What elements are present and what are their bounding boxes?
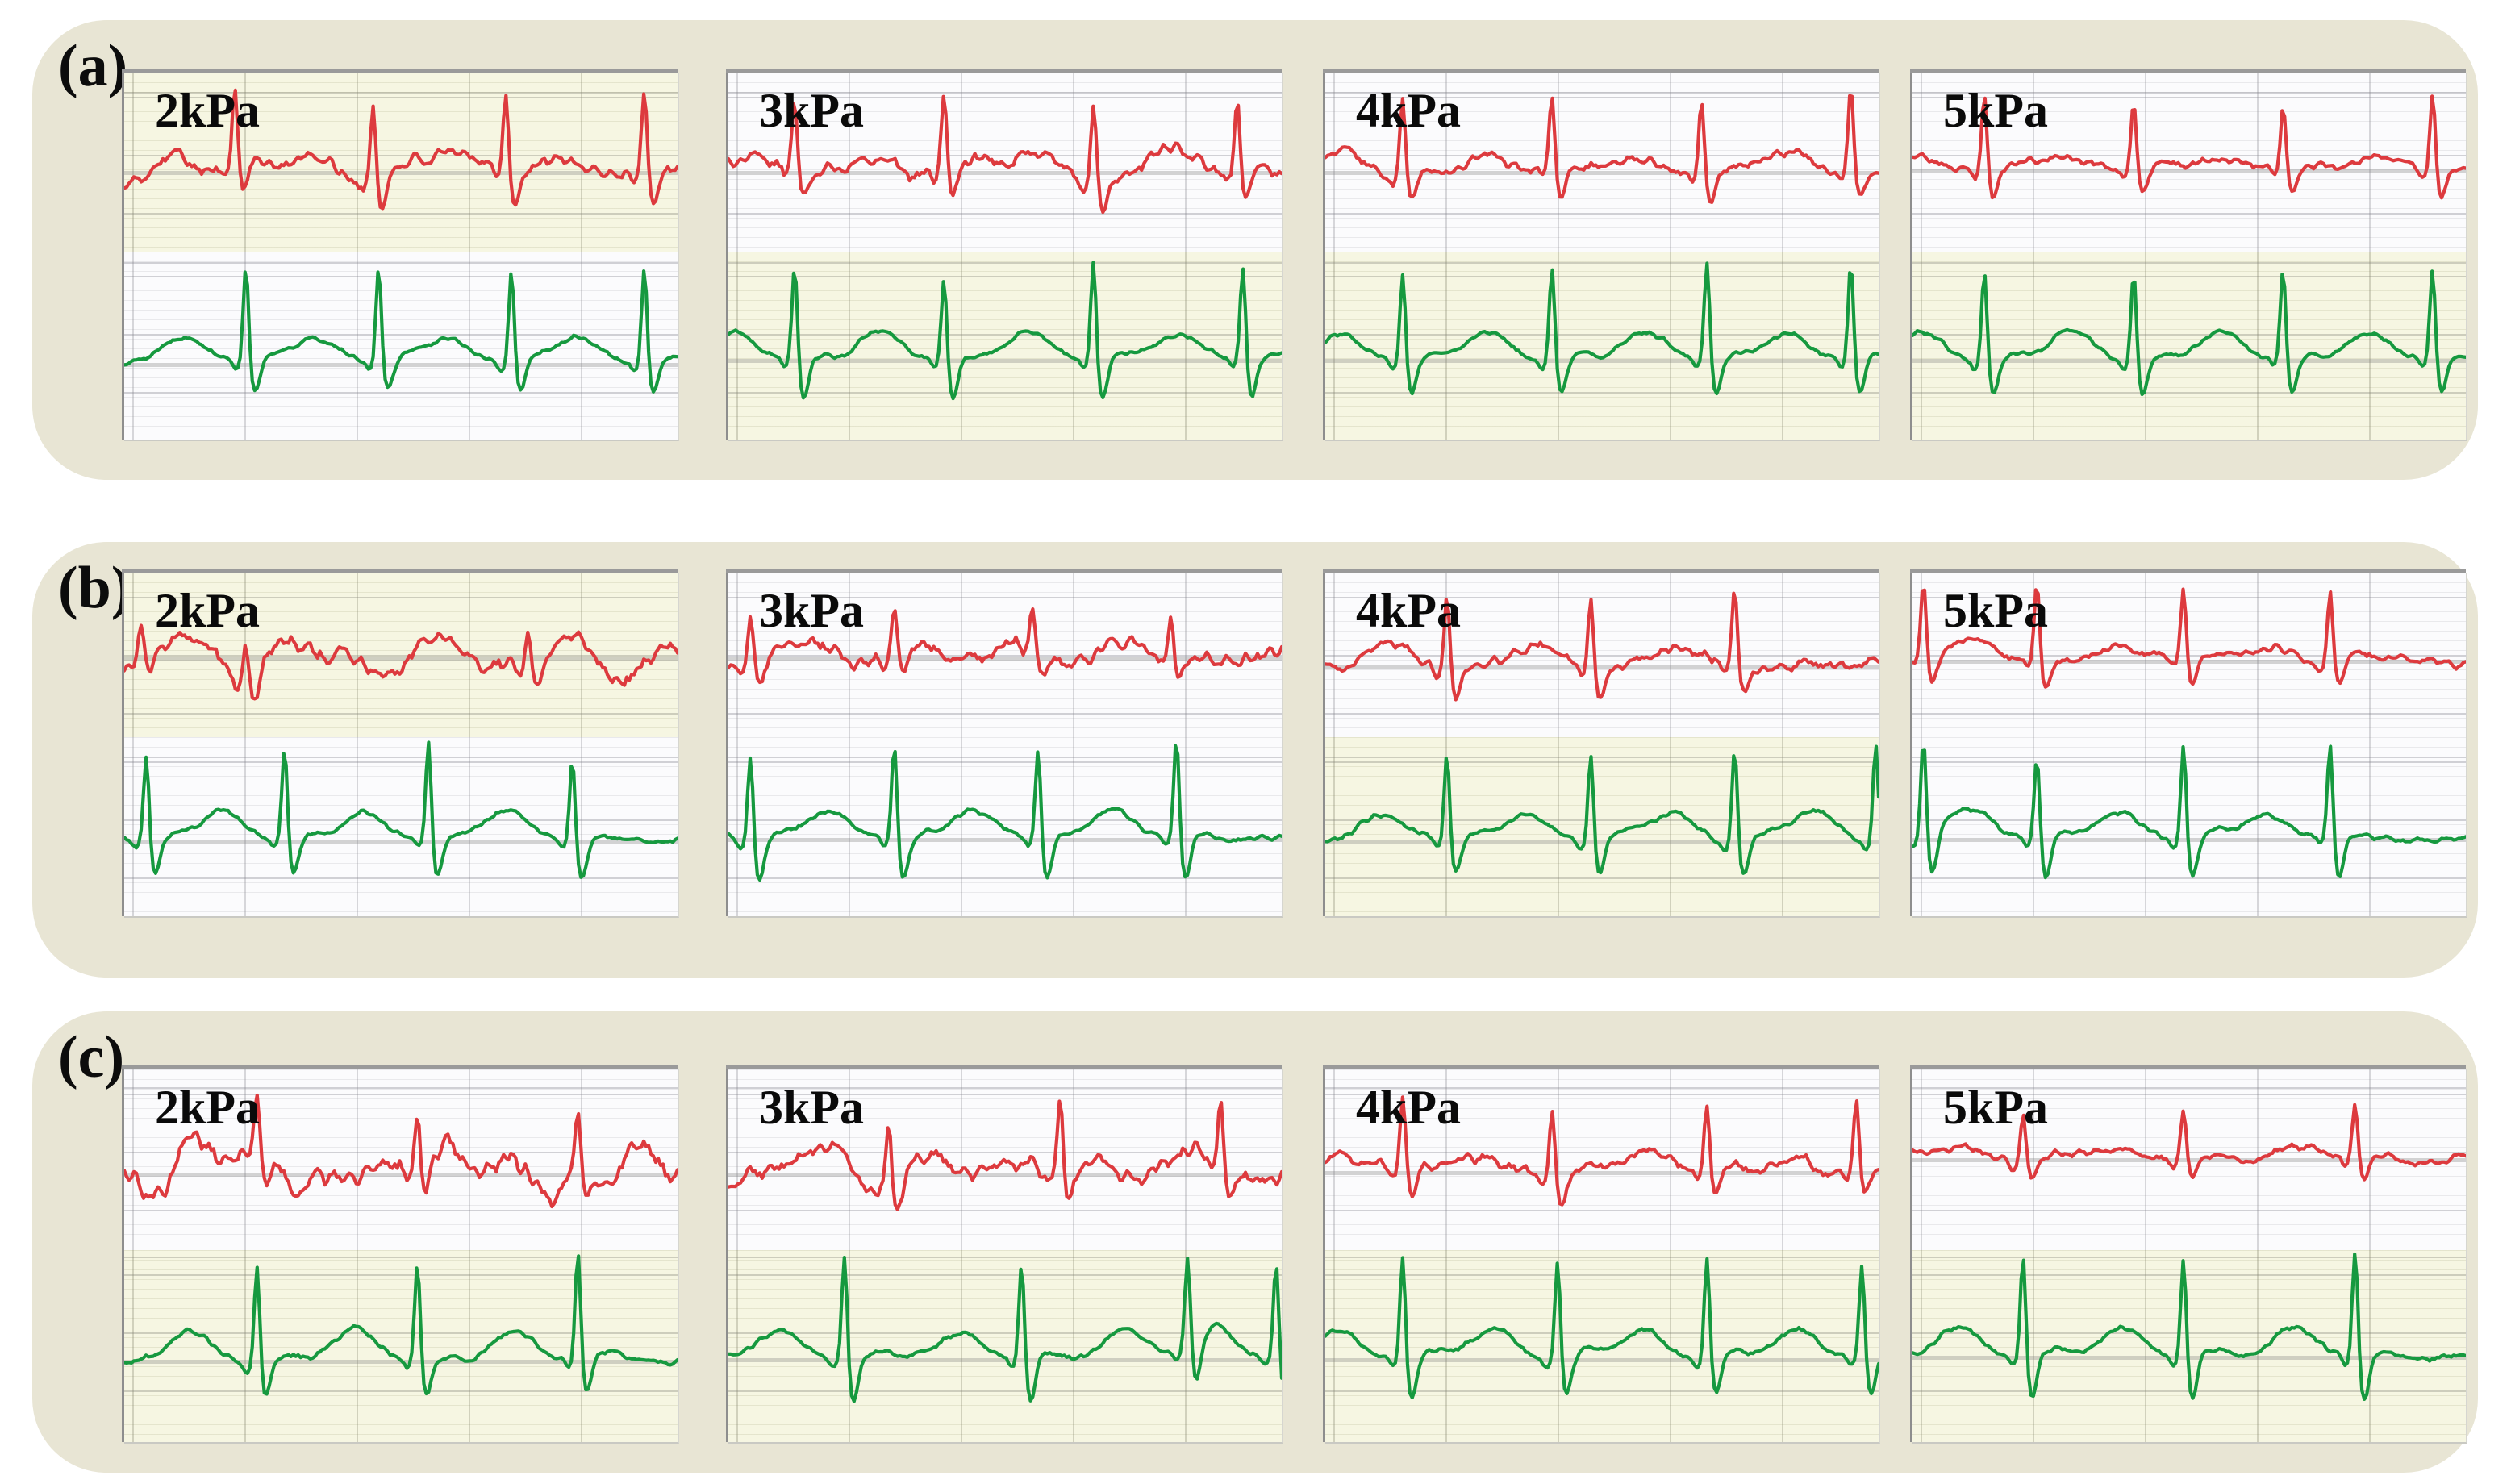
red-trace-chart: 2kPa <box>124 73 679 252</box>
row-label-b: (b) <box>58 555 131 621</box>
ecg-trace-red <box>728 607 1282 685</box>
pressure-panel-5kpa: 5kPa <box>1910 1065 2467 1444</box>
green-trace-chart <box>124 252 679 441</box>
baseline-gridline <box>728 359 1282 363</box>
red-trace-chart: 5kPa <box>1912 73 2467 252</box>
red-trace-chart: 4kPa <box>1325 573 1880 737</box>
pressure-panel-3kpa: 3kPa <box>726 1065 1283 1444</box>
red-trace-chart: 5kPa <box>1912 573 2467 737</box>
baseline-gridline <box>124 171 678 175</box>
ecg-trace-red <box>124 1093 678 1209</box>
ecg-trace-green <box>1325 1256 1879 1400</box>
ecg-trace-red <box>1325 591 1879 702</box>
pressure-label: 2kPa <box>155 84 261 137</box>
pressure-panel-2kpa: 2kPa <box>122 69 679 441</box>
baseline-gridline <box>1325 171 1879 175</box>
pressure-panel-2kpa: 2kPa <box>122 1065 679 1444</box>
pressure-label: 3kPa <box>759 1081 865 1134</box>
pressure-label: 2kPa <box>155 584 261 637</box>
baseline-gridline <box>728 657 1282 661</box>
row-card-b: (b) 2kPa 3kPa 4kPa 5kPa <box>32 542 2478 978</box>
red-trace-chart: 2kPa <box>124 573 679 737</box>
baseline-gridline <box>1325 665 1879 669</box>
baseline-gridline <box>124 657 678 661</box>
pressure-label: 4kPa <box>1356 84 1462 137</box>
baseline-gridline <box>728 171 1282 175</box>
red-trace-chart: 5kPa <box>1912 1069 2467 1250</box>
baseline-gridline <box>728 1173 1282 1177</box>
green-trace-chart <box>1325 1250 1880 1444</box>
ecg-trace-red <box>124 88 678 211</box>
green-trace-chart <box>124 1250 679 1444</box>
pressure-panel-4kpa: 4kPa <box>1323 69 1880 441</box>
pressure-panel-3kpa: 3kPa <box>726 569 1283 918</box>
red-trace-chart: 3kPa <box>728 573 1283 737</box>
row-card-c: (c) 2kPa 3kPa 4kPa 5kPa <box>32 1011 2478 1473</box>
green-trace-chart <box>1912 1250 2467 1444</box>
ecg-trace-red <box>1325 94 1879 204</box>
baseline-gridline <box>1325 840 1879 844</box>
ecg-trace-red <box>728 1099 1282 1211</box>
pressure-panel-5kpa: 5kPa <box>1910 569 2467 918</box>
ecg-trace-green <box>1912 744 2466 880</box>
pressure-label: 2kPa <box>155 1081 261 1134</box>
ecg-trace-green <box>1912 1252 2466 1401</box>
ecg-trace-green <box>728 1256 1282 1403</box>
red-trace-chart: 3kPa <box>728 1069 1283 1250</box>
pressure-label: 5kPa <box>1943 84 2049 137</box>
ecg-trace-red <box>1912 1103 2466 1182</box>
green-trace-chart <box>728 252 1283 441</box>
green-trace-chart <box>1325 252 1880 441</box>
ecg-trace-red <box>1912 587 2466 689</box>
ecg-trace-red <box>124 623 678 701</box>
baseline-gridline <box>1912 169 2466 173</box>
baseline-gridline <box>124 363 678 367</box>
pressure-label: 4kPa <box>1356 584 1462 637</box>
green-trace-chart <box>1912 252 2467 441</box>
row-label-c: (c) <box>58 1024 125 1090</box>
baseline-gridline <box>728 1358 1282 1362</box>
baseline-gridline <box>1912 359 2466 363</box>
ecg-trace-green <box>1325 261 1879 396</box>
pressure-label: 5kPa <box>1943 1081 2049 1134</box>
ecg-trace-green <box>1912 269 2466 397</box>
baseline-gridline <box>124 1173 678 1177</box>
pressure-label: 3kPa <box>759 84 865 137</box>
pressure-panel-5kpa: 5kPa <box>1910 69 2467 441</box>
ecg-trace-green <box>728 261 1282 401</box>
baseline-gridline <box>728 838 1282 842</box>
red-trace-chart: 4kPa <box>1325 73 1880 252</box>
pressure-panel-2kpa: 2kPa <box>122 569 679 918</box>
row-label-a: (a) <box>58 33 128 99</box>
pressure-label: 4kPa <box>1356 1081 1462 1134</box>
pressure-panel-4kpa: 4kPa <box>1323 569 1880 918</box>
baseline-gridline <box>124 840 678 844</box>
ecg-trace-green <box>728 744 1282 882</box>
pressure-label: 5kPa <box>1943 584 2049 637</box>
baseline-gridline <box>1325 359 1879 363</box>
pressure-panel-3kpa: 3kPa <box>726 69 1283 441</box>
green-trace-chart <box>1912 737 2467 918</box>
green-trace-chart <box>728 737 1283 918</box>
ecg-trace-green <box>1325 744 1879 875</box>
red-trace-chart: 2kPa <box>124 1069 679 1250</box>
green-trace-chart <box>728 1250 1283 1444</box>
baseline-gridline <box>1325 1358 1879 1362</box>
red-trace-chart: 3kPa <box>728 73 1283 252</box>
ecg-trace-red <box>1912 94 2466 200</box>
green-trace-chart <box>1325 737 1880 918</box>
ecg-trace-green <box>124 269 678 394</box>
red-trace-chart: 4kPa <box>1325 1069 1880 1250</box>
ecg-trace-green <box>124 1254 678 1396</box>
pressure-label: 3kPa <box>759 584 865 637</box>
pressure-panel-4kpa: 4kPa <box>1323 1065 1880 1444</box>
row-card-a: (a) 2kPa 3kPa 4kPa 5kPa <box>32 20 2478 480</box>
green-trace-chart <box>124 737 679 918</box>
ecg-trace-red <box>1325 1095 1879 1207</box>
baseline-gridline <box>1325 1171 1879 1175</box>
ecg-trace-red <box>728 94 1282 215</box>
ecg-trace-green <box>124 740 678 879</box>
